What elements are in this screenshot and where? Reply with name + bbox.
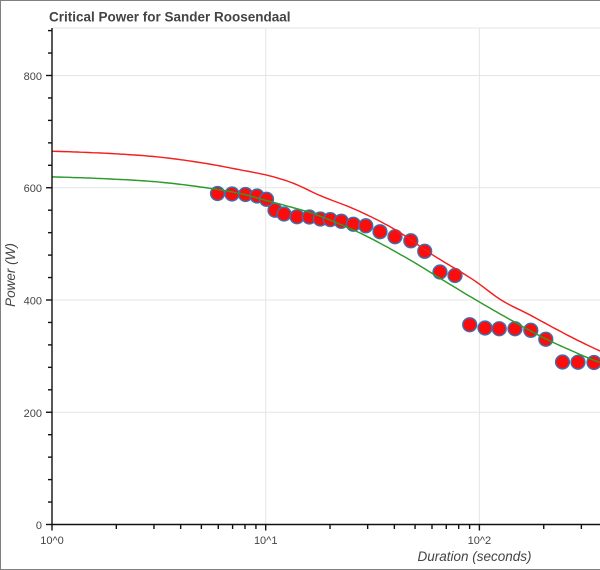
svg-text:10^0: 10^0 — [40, 535, 64, 547]
svg-text:Critical Power for Sander Roos: Critical Power for Sander Roosendaal — [49, 10, 291, 25]
svg-text:Duration (seconds): Duration (seconds) — [417, 549, 531, 564]
svg-text:10^1: 10^1 — [254, 535, 278, 547]
svg-text:Power (W): Power (W) — [3, 243, 18, 307]
svg-text:200: 200 — [24, 408, 42, 420]
svg-text:0: 0 — [36, 520, 42, 532]
svg-text:10^2: 10^2 — [468, 535, 492, 547]
svg-text:400: 400 — [24, 296, 42, 308]
svg-text:800: 800 — [24, 71, 42, 83]
svg-text:600: 600 — [24, 183, 42, 195]
